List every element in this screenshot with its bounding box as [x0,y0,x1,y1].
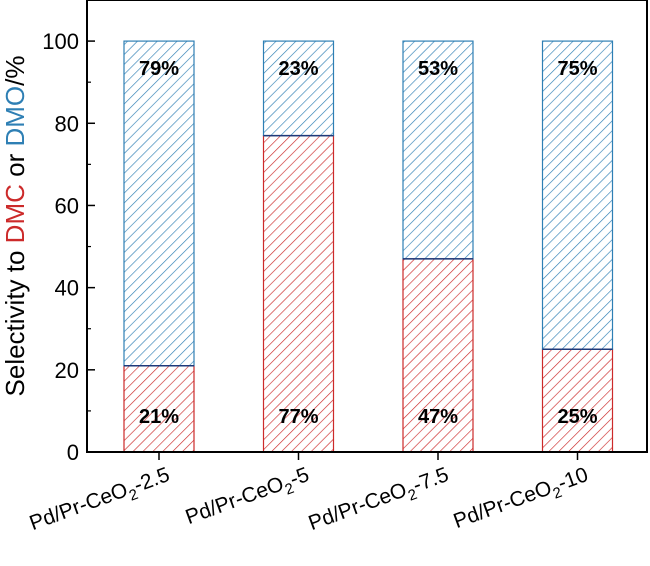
y-axis: 0 20 40 60 80 100 [42,29,95,465]
data-label-dmo-1: 79% [139,58,179,80]
y-axis-title-prefix: Selectivity to [0,243,30,396]
x-axis: Pd/Pr-CeO2-2.5 Pd/Pr-CeO2-5Pd/Pr-CeO2-7.5… [26,452,592,540]
data-label-dmo-2: 23% [278,58,318,80]
data-label-dmc-3: 47% [418,406,458,428]
data-labels-layer: 21% 79% 77% 23% 47% 53% 25% 75% [139,58,598,428]
bars-layer [123,40,614,453]
bar-dmo-4 [541,40,614,350]
y-axis-title-suffix: /% [0,56,30,86]
bar-dmc-2 [262,135,335,453]
data-label-dmc-4: 25% [557,406,597,428]
y-tick-label-3: 40 [55,276,79,301]
bar-dmo-2 [262,40,335,137]
data-label-dmo-3: 53% [418,58,458,80]
y-tick-label-4: 60 [55,193,79,218]
bar-dmc-1 [123,365,195,453]
y-tick-label-6: 100 [42,29,79,54]
data-label-dmo-4: 75% [557,58,597,80]
x-category-label-2: Pd/Pr-CeO2-5 [182,463,313,534]
y-axis-title-middle: or [0,147,30,185]
y-axis-title-dmo: DMO [0,86,30,147]
plot-frame [86,0,648,453]
y-axis-title-dmc: DMC [0,184,30,243]
x-category-label-3: Pd/Pr-CeO2-7.5 [305,463,453,540]
y-tick-label-5: 80 [55,111,79,136]
bar-dmo-1 [123,40,195,367]
data-label-dmc-2: 77% [278,406,318,428]
bar-dmc-4 [541,348,614,453]
y-axis-title: Selectivity to DMC or DMO/% [0,56,30,397]
data-label-dmc-1: 21% [139,406,179,428]
bar-dmo-3 [402,40,474,260]
x-category-label-1: Pd/Pr-CeO2-2.5 [26,463,174,540]
x-category-label-4: Pd/Pr-CeO2-10 [450,463,592,538]
y-tick-label-2: 20 [55,358,79,383]
y-tick-label-1: 0 [67,440,79,465]
